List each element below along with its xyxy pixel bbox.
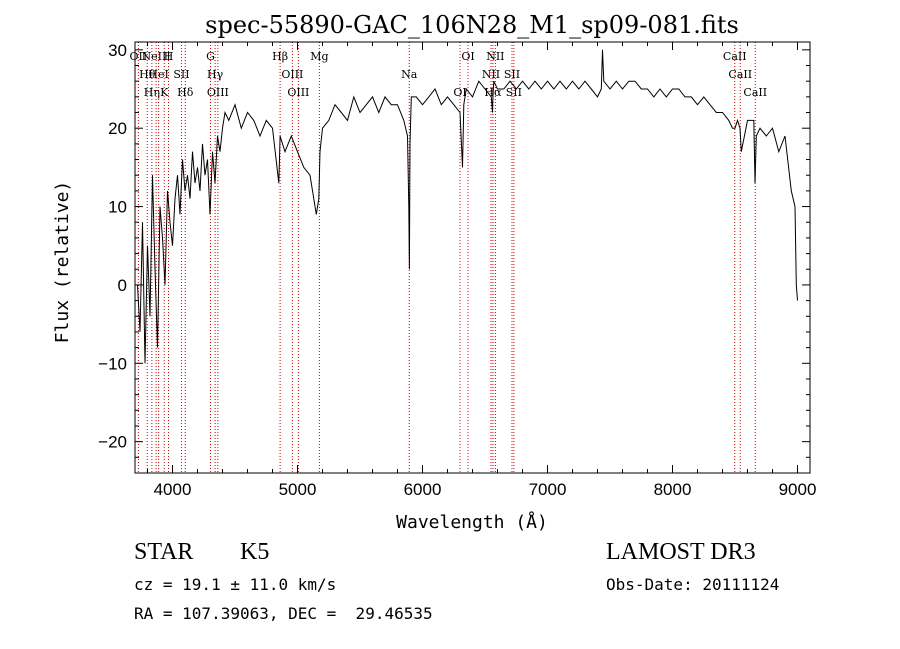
spectral-line-labels: OII Hθ Hη NeIII HeI K H SII Hδ G Hγ OIII Hβ OIII OIII M… [130, 50, 768, 99]
line-marker-label: HeI [148, 68, 168, 81]
y-axis-ticks: −20 −10 0 10 20 30 [98, 41, 810, 458]
x-tick-label: 7000 [529, 480, 567, 499]
observation-date: Obs-Date: 20111124 [606, 575, 780, 594]
line-marker-label: Mg [310, 50, 328, 63]
x-tick-label: 5000 [279, 480, 317, 499]
y-axis-label: Flux (relative) [52, 181, 73, 344]
line-marker-label: CaII [728, 68, 752, 81]
line-marker-label: OI [453, 86, 466, 99]
y-tick-label: 20 [108, 119, 127, 138]
line-marker-label: Hη [144, 86, 160, 99]
line-marker-label: NII [486, 50, 504, 63]
line-marker-label: NeIII [142, 50, 171, 63]
object-class: STAR [134, 539, 194, 565]
line-marker-label: OI [461, 50, 474, 63]
line-marker-label: Hβ [272, 50, 288, 63]
y-tick-label: 10 [108, 198, 127, 217]
x-axis-label: Wavelength (Å) [396, 511, 548, 533]
line-marker-label: SII [504, 68, 520, 81]
line-marker-label: G [206, 50, 215, 63]
line-marker-label: OIII [281, 68, 303, 81]
survey-name: LAMOST DR3 [606, 539, 756, 565]
chart-title: spec-55890-GAC_106N28_M1_sp09-081.fits [205, 11, 739, 39]
x-tick-label: 4000 [154, 480, 192, 499]
line-marker-label: K [160, 86, 169, 99]
line-marker-label: CaII [743, 86, 767, 99]
spectral-subclass: K5 [240, 539, 270, 565]
line-marker-label: SII [506, 86, 522, 99]
plot-frame [134, 41, 811, 474]
line-marker-label: SII [173, 68, 189, 81]
line-marker-label: OIII [207, 86, 229, 99]
line-marker-label: Hδ [177, 86, 194, 99]
line-marker-label: CaII [723, 50, 747, 63]
line-marker-label: Hθ [139, 68, 156, 81]
line-marker-label: Na [401, 68, 418, 81]
line-marker-label: Hγ [207, 68, 224, 81]
y-tick-label: 30 [108, 41, 127, 60]
line-marker-label: OIII [287, 86, 309, 99]
line-marker-label: NII [482, 68, 500, 81]
y-tick-label: −20 [98, 433, 127, 452]
x-tick-label: 9000 [779, 480, 817, 499]
flux-series-line [137, 49, 798, 364]
x-tick-label: 6000 [404, 480, 442, 499]
x-tick-label: 8000 [654, 480, 692, 499]
line-marker-label: H [164, 50, 174, 63]
y-tick-label: 0 [118, 276, 127, 295]
redshift-velocity: cz = 19.1 ± 11.0 km/s [134, 575, 337, 594]
spectral-line-markers [137, 42, 756, 473]
sky-coordinates: RA = 107.39063, DEC = 29.46535 [134, 604, 433, 623]
y-tick-label: −10 [98, 354, 127, 373]
x-axis-ticks: 4000 5000 6000 7000 8000 9000 [147, 42, 817, 499]
line-marker-label: OII [130, 50, 148, 63]
